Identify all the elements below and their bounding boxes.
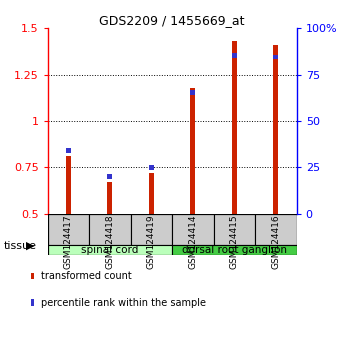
Text: GSM124417: GSM124417 bbox=[64, 215, 73, 269]
Bar bbox=[48, 214, 89, 245]
Bar bbox=[273, 55, 278, 59]
Bar bbox=[131, 214, 172, 245]
Bar bbox=[89, 214, 131, 245]
Bar bbox=[191, 90, 195, 95]
Text: GSM124414: GSM124414 bbox=[189, 215, 197, 269]
Text: GSM124418: GSM124418 bbox=[105, 215, 115, 269]
Title: GDS2209 / 1455669_at: GDS2209 / 1455669_at bbox=[100, 14, 245, 27]
Bar bbox=[232, 53, 237, 57]
Text: tissue: tissue bbox=[3, 241, 36, 251]
Text: spinal cord: spinal cord bbox=[81, 245, 139, 255]
Text: transformed count: transformed count bbox=[41, 271, 132, 281]
Bar bbox=[107, 182, 113, 214]
Bar bbox=[172, 214, 214, 245]
Text: dorsal root ganglion: dorsal root ganglion bbox=[182, 245, 287, 255]
Bar bbox=[107, 174, 113, 179]
Bar bbox=[232, 41, 237, 214]
Bar bbox=[214, 214, 255, 245]
Bar bbox=[191, 88, 195, 214]
Text: percentile rank within the sample: percentile rank within the sample bbox=[41, 298, 206, 308]
Text: GSM124419: GSM124419 bbox=[147, 215, 156, 269]
Bar bbox=[48, 245, 172, 255]
Text: GSM124416: GSM124416 bbox=[271, 215, 280, 269]
Text: GSM124415: GSM124415 bbox=[230, 215, 239, 269]
Bar bbox=[66, 156, 71, 214]
Bar bbox=[66, 148, 71, 153]
Bar bbox=[149, 173, 154, 214]
Bar bbox=[255, 214, 297, 245]
Bar bbox=[172, 245, 297, 255]
Bar bbox=[149, 165, 154, 170]
Bar bbox=[273, 45, 278, 214]
Text: ▶: ▶ bbox=[26, 241, 34, 251]
